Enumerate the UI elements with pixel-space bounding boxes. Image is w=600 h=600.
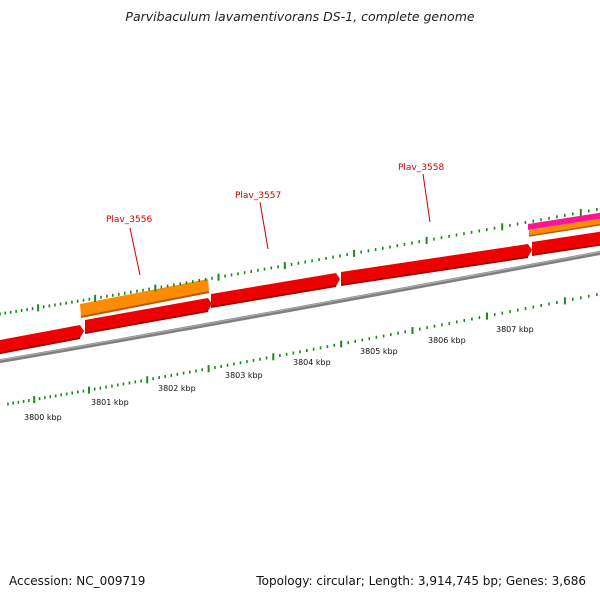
feature-track xyxy=(80,212,600,318)
gene-label-plav-3557[interactable]: Plav_3557 xyxy=(235,191,281,201)
cds-arrow[interactable] xyxy=(532,231,600,255)
cds-track xyxy=(0,231,600,355)
genome-backbone xyxy=(0,250,600,364)
scale-label-3807: 3807 kbp xyxy=(496,325,534,334)
topology-text: Topology: circular; Length: 3,914,745 bp… xyxy=(256,574,586,588)
gene-label-plav-3556[interactable]: Plav_3556 xyxy=(106,215,152,225)
accession-text: Accession: NC_009719 xyxy=(9,574,146,588)
genome-backbone-highlight xyxy=(0,251,600,361)
scale-label-3803: 3803 kbp xyxy=(225,371,263,380)
scale-label-3804: 3804 kbp xyxy=(293,358,331,367)
rna-feature[interactable] xyxy=(529,218,600,236)
gene-label-plav-3558[interactable]: Plav_3558 xyxy=(398,163,444,173)
cds-arrow[interactable] xyxy=(85,298,212,333)
gene-label-leader xyxy=(129,227,141,276)
scale-label-3800: 3800 kbp xyxy=(24,413,62,422)
cds-arrow[interactable] xyxy=(0,325,84,354)
cds-arrow[interactable] xyxy=(341,244,532,285)
cds-arrow[interactable] xyxy=(211,273,340,307)
scale-label-3806: 3806 kbp xyxy=(428,336,466,345)
rna-feature[interactable] xyxy=(80,279,209,317)
upper-tick-row xyxy=(0,208,598,316)
scale-label-3805: 3805 kbp xyxy=(360,347,398,356)
gene-label-leader xyxy=(259,201,269,250)
gene-label-leader xyxy=(422,173,431,223)
pink-feature[interactable] xyxy=(528,212,600,230)
scale-label-3801: 3801 kbp xyxy=(91,398,129,407)
genome-title: Parvibaculum lavamentivorans DS-1, compl… xyxy=(125,9,475,24)
lower-tick-row xyxy=(7,293,598,406)
scale-label-3802: 3802 kbp xyxy=(158,384,196,393)
